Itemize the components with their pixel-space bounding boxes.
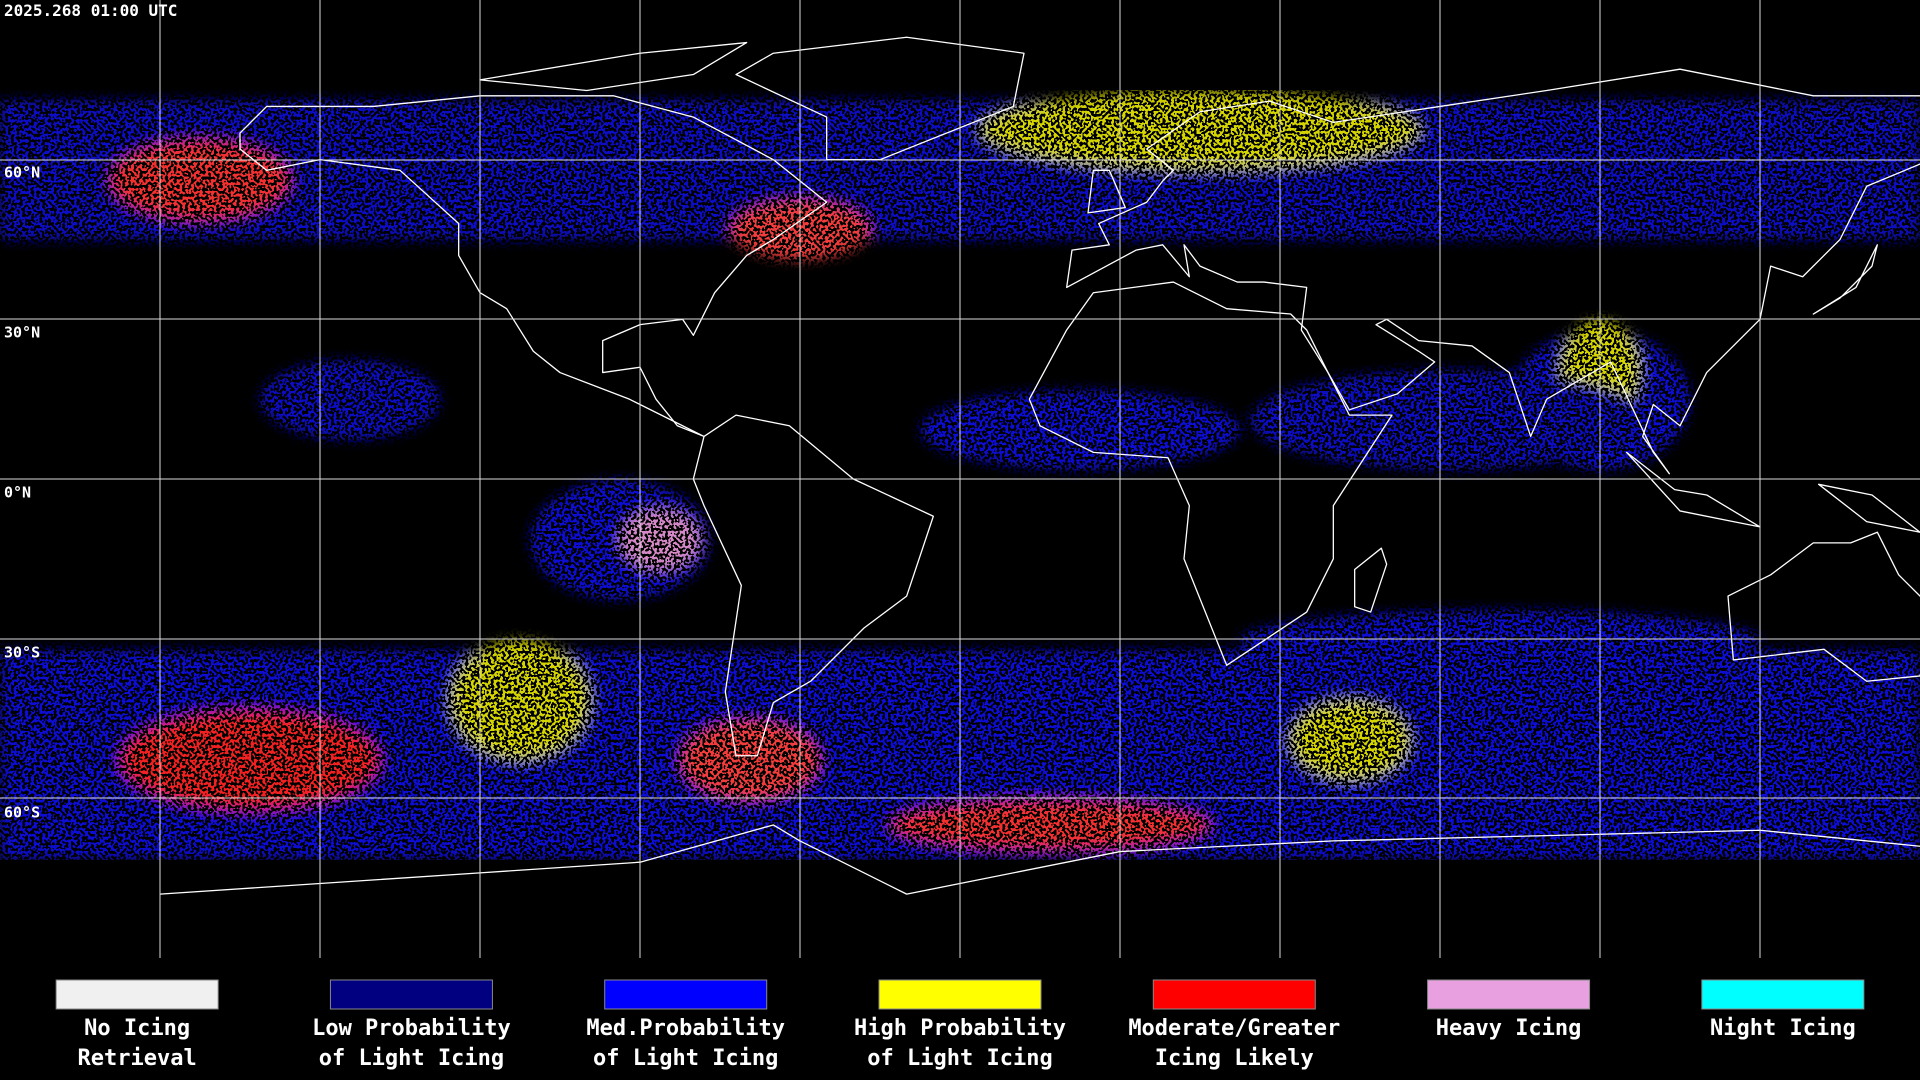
legend-label: No Icing (84, 1016, 190, 1041)
timestamp: 2025.268 01:00 UTC (4, 1, 177, 20)
legend-label: High Probability (854, 1016, 1066, 1041)
legend-item: Moderate/Greater Icing Likely (1128, 979, 1340, 1071)
legend-label: of Light Icing (593, 1046, 778, 1071)
legend-swatch (878, 979, 1042, 1010)
latitude-label: 30°N (4, 324, 40, 342)
legend-item: Night Icing (1701, 979, 1865, 1041)
legend-swatch (604, 979, 768, 1010)
legend-swatch (55, 979, 219, 1010)
latitude-label: 0°N (4, 484, 31, 502)
legend-item: Low Probability of Light Icing (312, 979, 511, 1071)
legend-swatch (1427, 979, 1591, 1010)
latitude-label: 60°N (4, 164, 40, 182)
legend-label: of Light Icing (319, 1046, 504, 1071)
legend-label: Night Icing (1710, 1016, 1856, 1041)
graticule (0, 0, 1920, 958)
legend-swatch (1152, 979, 1316, 1010)
legend-label: of Light Icing (867, 1046, 1052, 1071)
legend-label: Icing Likely (1155, 1046, 1314, 1071)
legend-label: Med.Probability (586, 1016, 785, 1041)
latitude-labels: 60°N 30°N 0°N 30°S 60°S (4, 164, 40, 822)
legend-item: Med.Probability of Light Icing (586, 979, 785, 1071)
latitude-label: 60°S (4, 804, 40, 822)
legend-label: Retrieval (78, 1046, 197, 1071)
legend: No Icing Retrieval Low Probability of Light… (55, 979, 1865, 1071)
legend-item: Heavy Icing (1427, 979, 1591, 1041)
coastlines (160, 37, 1920, 894)
legend-swatch (1701, 979, 1865, 1010)
legend-swatch (329, 979, 493, 1010)
legend-label: Heavy Icing (1436, 1016, 1582, 1041)
map-area (0, 0, 1920, 958)
legend-item: High Probability of Light Icing (854, 979, 1066, 1071)
latitude-label: 30°S (4, 644, 40, 662)
legend-label: Moderate/Greater (1128, 1016, 1340, 1041)
legend-item: No Icing Retrieval (55, 979, 219, 1071)
legend-label: Low Probability (312, 1016, 511, 1041)
